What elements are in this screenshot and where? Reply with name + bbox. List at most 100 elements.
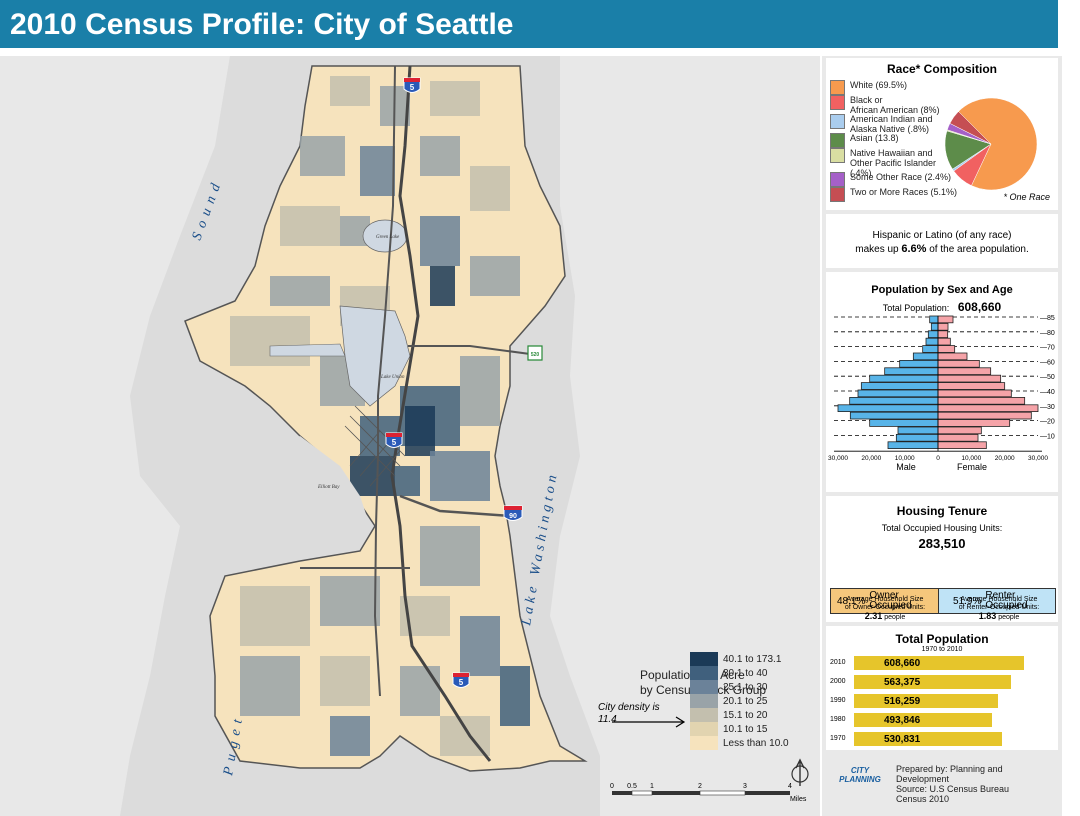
race-legend-label: Black or African American (8%) (850, 95, 940, 115)
x-tick-label: 30,000 (828, 455, 848, 462)
highway-99 (373, 65, 396, 697)
avg-owner-household: Average Household Size of Owner-Occupied… (830, 596, 940, 622)
female-bar (937, 397, 1026, 405)
male-bar (869, 419, 939, 427)
race-legend-label: Some Other Race (2.4%) (850, 172, 951, 182)
pyramid-total-value: 608,660 (957, 300, 1002, 314)
pyramid-total-label: Total Population: (882, 303, 950, 313)
population-year-label: 1970 (830, 735, 846, 742)
race-swatch (830, 114, 845, 129)
shield-label: 520 (531, 352, 540, 358)
female-bar (937, 337, 951, 346)
population-bar: 608,660 (854, 656, 1024, 670)
x-tick-label: 20,000 (995, 455, 1015, 462)
density-swatch (690, 722, 718, 736)
scale-tick: 0.5 (627, 783, 637, 790)
avg-renter-row: 1.83 people (944, 612, 1054, 622)
female-bar (937, 315, 954, 324)
credits-line1: Prepared by: Planning and (896, 764, 1003, 774)
density-class-label: 40.1 to 173.1 (723, 653, 782, 665)
race-swatch (830, 148, 845, 163)
female-bar (937, 434, 979, 442)
density-class-label: 10.1 to 15 (723, 723, 768, 735)
west-land (0, 56, 230, 816)
tenure-title: Housing Tenure (896, 504, 988, 518)
male-bar (869, 374, 939, 383)
race-legend-label-line: Other Pacific Islander (850, 158, 937, 168)
avg-owner-line2: of Owner-Occupied Units: (844, 604, 926, 611)
hispanic-panel: Hispanic or Latino (of any race) makes u… (826, 214, 1058, 268)
hispanic-post: of the area population. (929, 244, 1029, 255)
avg-owner-line1: Average Household Size (846, 596, 924, 603)
population-year-label: 1980 (830, 716, 846, 723)
female-bar (937, 367, 992, 375)
owner-label-line1: Owner (869, 590, 899, 601)
population-pyramid-chart: —85 —80 —70 —60 —50 —40 —30 —20 —10 30,000 20,000 1… (828, 315, 1055, 472)
tenure-total-value: 283,510 (918, 536, 966, 551)
shield-label: 5 (410, 83, 415, 92)
interstate-shield-i90: 90 (503, 505, 523, 521)
credits-line4: Census 2010 (896, 794, 950, 804)
female-bar (937, 345, 956, 353)
race-pie-slice (949, 111, 992, 145)
race-legend-item: Black or African American (8%) (830, 95, 940, 115)
state-route-520-shield: 520 (527, 345, 543, 361)
density-swatch (690, 736, 718, 750)
density-swatch (690, 694, 718, 708)
density-class-row: 40.1 to 173.1 (690, 652, 820, 666)
renter-label-line1: Renter (985, 590, 1016, 601)
male-bar (884, 367, 939, 375)
owner-label: Owner Occupied (869, 591, 911, 611)
title-bar: 2010 Census Profile: City of Seattle (0, 0, 1058, 48)
male-bar (912, 352, 939, 361)
tenure-panel: Housing Tenure Total Occupied Housing Un… (826, 496, 1058, 622)
renter-label-line2: Occupied (985, 600, 1028, 611)
credits-line3: Source: U.S Census Bureau (896, 784, 1010, 794)
female-bar (937, 441, 987, 450)
density-swatch (690, 680, 718, 694)
city-density-line1: City density is (598, 702, 660, 713)
race-title: Race* Composition (886, 62, 997, 76)
x-tick-label: 30,000 (1028, 455, 1048, 462)
x-tick-label: 20,000 (861, 455, 881, 462)
race-panel: Race* Composition White (69.5%) Black or A… (826, 58, 1058, 210)
race-swatch (830, 80, 845, 95)
race-pie-chart (944, 97, 1038, 191)
east-land (550, 56, 820, 816)
x-tick-label: 10,000 (961, 455, 981, 462)
density-map: 5 5 5 90 520 Sound Puget Lake Washington… (0, 56, 820, 816)
credits: CITY PLANNING Prepared by: Planning and … (838, 762, 1058, 812)
density-class-row: 15.1 to 20 (690, 708, 820, 722)
total-pop-title: Total Population (895, 632, 989, 646)
city-density-note: City density is 11.4 (598, 702, 660, 726)
credits-text: Prepared by: Planning and Development So… (896, 764, 1009, 804)
owner-occupied-box: 48.1% Owner Occupied (830, 588, 940, 614)
male-bar (925, 337, 939, 346)
race-legend-label-line: Asian (13.8) (850, 133, 899, 143)
density-class-row: 10.1 to 15 (690, 722, 820, 736)
age-tick-label: —85 (1040, 315, 1055, 322)
male-axis-label: Male (896, 462, 916, 472)
interstate-shield-i5-downtown: 5 (385, 432, 403, 448)
shield-label: 5 (392, 438, 397, 447)
female-bar (937, 411, 1032, 420)
male-bar (922, 345, 939, 353)
pyramid-total: Total Population: 608,660 (826, 300, 1058, 314)
race-legend-label-line: American Indian and (850, 114, 933, 124)
female-bar (937, 374, 1002, 383)
renter-pct: 51.9% (953, 595, 982, 607)
map-canvas: 5 5 5 90 520 Sound Puget Lake Washington… (0, 56, 820, 816)
age-tick-label: —30 (1040, 404, 1055, 411)
race-legend-label: Asian (13.8) (850, 133, 899, 143)
race-legend-label-line: White (69.5%) (850, 80, 908, 90)
owner-pct: 48.1% (837, 595, 866, 607)
race-legend-item: White (69.5%) (830, 80, 907, 95)
race-legend-label-line: Two or More Races (5.1%) (850, 187, 958, 197)
age-tick-label: —60 (1040, 359, 1055, 366)
female-bar (937, 322, 949, 331)
race-legend-label-line: Native Hawaiian and (850, 148, 933, 158)
avg-renter-unit: people (998, 614, 1020, 621)
density-class-label: 15.1 to 20 (723, 709, 768, 721)
elliott-bay-water (200, 436, 370, 561)
age-tick-label: —40 (1040, 389, 1055, 396)
